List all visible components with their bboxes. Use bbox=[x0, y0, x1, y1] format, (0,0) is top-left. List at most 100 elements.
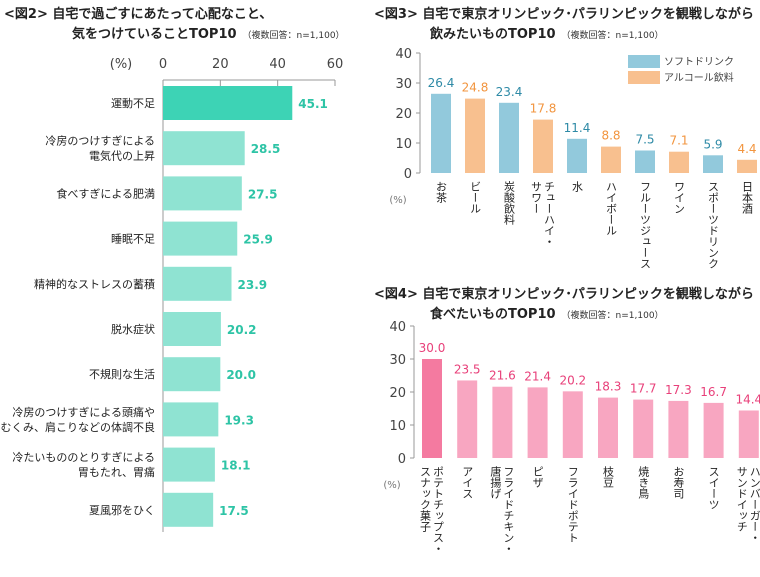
fig4-category-label-8: スイーツ bbox=[707, 466, 720, 510]
fig4-bar-6 bbox=[633, 399, 654, 458]
fig4-bar-7 bbox=[668, 400, 689, 458]
fig3-category-label-2: 炭酸飲料 bbox=[503, 181, 516, 226]
category-label-7: むくみ、肩こりなどの体調不良 bbox=[1, 420, 155, 434]
fig3-y-tick-label: 40 bbox=[395, 47, 412, 62]
fig3-value-label-6: 7.5 bbox=[635, 133, 654, 147]
legend-swatch-1 bbox=[628, 71, 660, 84]
fig4-bar-5 bbox=[598, 397, 618, 458]
fig3-category-label-0: お茶 bbox=[435, 181, 448, 203]
fig4-value-label-7: 17.3 bbox=[665, 383, 692, 397]
legend-swatch-0 bbox=[628, 55, 660, 68]
bar-4 bbox=[163, 266, 232, 301]
bar-8 bbox=[163, 447, 215, 482]
fig4-value-label-9: 14.4 bbox=[735, 392, 760, 406]
x-tick-label: 60 bbox=[327, 57, 344, 72]
x-tick-label: 0 bbox=[159, 57, 167, 72]
fig3-category-label-4: 水 bbox=[571, 181, 584, 192]
fig4-category-label-4: フライドポテト bbox=[566, 466, 579, 543]
fig3-bar-1 bbox=[465, 98, 485, 173]
fig3-y-tick-label: 0 bbox=[404, 167, 412, 182]
value-label-2: 27.5 bbox=[248, 187, 278, 201]
fig3-category-label-3: チューハイ・ bbox=[543, 181, 556, 247]
category-label-8: 胃もたれ、胃痛 bbox=[78, 465, 155, 479]
value-label-5: 20.2 bbox=[227, 323, 257, 337]
fig4-value-label-8: 16.7 bbox=[700, 385, 727, 399]
fig4-value-label-6: 17.7 bbox=[630, 382, 657, 396]
category-label-8: 冷たいもののとりすぎによる bbox=[12, 450, 155, 464]
fig3-y-tick-label: 20 bbox=[395, 107, 412, 122]
bar-2 bbox=[163, 176, 242, 211]
category-label-5: 脱水症状 bbox=[111, 322, 155, 336]
fig3-bar-4 bbox=[567, 138, 587, 173]
fig3-bar-5 bbox=[601, 146, 621, 173]
fig2-title: <図2> 自宅で過ごすにあたって心配なこと、 bbox=[4, 6, 272, 22]
bar-6 bbox=[163, 357, 221, 392]
fig4-y-axis-unit: (%) bbox=[383, 480, 400, 491]
fig3-value-label-7: 7.1 bbox=[669, 134, 688, 148]
fig3-value-label-8: 5.9 bbox=[703, 137, 722, 151]
category-label-6: 不規則な生活 bbox=[89, 367, 155, 381]
value-label-0: 45.1 bbox=[298, 97, 328, 111]
fig3-category-label-3: サワー bbox=[530, 181, 543, 214]
fig4-y-tick-label: 40 bbox=[389, 320, 406, 335]
category-label-2: 食べすぎによる肥満 bbox=[56, 186, 155, 200]
value-label-8: 18.1 bbox=[221, 459, 251, 473]
fig3-value-label-5: 8.8 bbox=[601, 129, 620, 143]
fig3-category-label-1: ビール bbox=[469, 181, 482, 214]
fig4-y-tick-label: 10 bbox=[389, 419, 406, 434]
fig4-title: <図4> 自宅で東京オリンピック･パラリンピックを観戦しながら bbox=[374, 286, 754, 302]
value-label-6: 20.0 bbox=[226, 368, 256, 382]
fig4-category-label-2: 唐揚げ bbox=[489, 465, 502, 499]
fig4-bar-9 bbox=[738, 410, 759, 458]
x-tick-label: 20 bbox=[212, 57, 229, 72]
fig4-bar-1 bbox=[457, 380, 478, 458]
category-label-3: 睡眠不足 bbox=[111, 233, 155, 246]
value-label-3: 25.9 bbox=[243, 233, 273, 247]
fig4-value-label-5: 18.3 bbox=[595, 380, 622, 394]
legend-label-0: ソフトドリンク bbox=[664, 56, 734, 68]
fig2-subtitle: （複数回答：n=1,100） bbox=[243, 29, 345, 41]
category-label-1: 冷房のつけすぎによる bbox=[45, 134, 155, 148]
fig4-y-tick-label: 20 bbox=[389, 386, 406, 401]
bar-5 bbox=[163, 312, 221, 346]
fig4-y-tick-label: 0 bbox=[398, 452, 406, 467]
category-label-1: 電気代の上昇 bbox=[89, 149, 155, 163]
fig3-bar-2 bbox=[499, 102, 519, 173]
fig3-category-label-7: ワイン bbox=[673, 181, 686, 214]
category-label-9: 夏風邪をひく bbox=[89, 504, 155, 517]
fig3-y-tick-label: 10 bbox=[395, 137, 412, 152]
value-label-7: 19.3 bbox=[224, 413, 254, 427]
fig3-value-label-0: 26.4 bbox=[428, 76, 455, 90]
fig4-value-label-1: 23.5 bbox=[454, 362, 481, 376]
fig4-bar-4 bbox=[562, 391, 583, 458]
fig4-category-label-0: ポテトチップス・ bbox=[432, 466, 445, 554]
fig4-bar-0 bbox=[422, 359, 442, 458]
fig4-value-label-4: 20.2 bbox=[559, 373, 586, 387]
x-axis-unit: (%) bbox=[110, 57, 133, 72]
fig3-bar-3 bbox=[533, 119, 553, 173]
fig3-title: <図3> 自宅で東京オリンピック･パラリンピックを観戦しながら bbox=[374, 6, 754, 22]
fig3-bar-0 bbox=[431, 93, 451, 173]
fig3-value-label-4: 11.4 bbox=[564, 121, 591, 135]
fig3-bar-8 bbox=[703, 155, 723, 173]
bar-0 bbox=[163, 86, 293, 120]
legend-label-1: アルコール飲料 bbox=[664, 71, 734, 84]
fig3-category-label-6: フルーツジュース bbox=[639, 181, 652, 269]
fig3-y-axis-unit: (%) bbox=[389, 195, 406, 206]
category-label-4: 精神的なストレスの蓄積 bbox=[34, 277, 155, 291]
fig3-title-line2: 飲みたいものTOP10 bbox=[429, 26, 556, 42]
fig4-title-line2: 食べたいものTOP10 bbox=[430, 306, 556, 322]
fig4-category-label-0: スナック菓子 bbox=[419, 466, 432, 532]
fig4-category-label-6: 焼き鳥 bbox=[637, 466, 650, 500]
fig3-category-label-8: スポーツドリンク bbox=[707, 181, 720, 269]
fig3-category-label-5: ハイボール bbox=[605, 181, 618, 236]
bar-1 bbox=[163, 131, 245, 166]
fig4-category-label-7: お寿司 bbox=[672, 466, 685, 499]
fig4-y-tick-label: 30 bbox=[389, 353, 406, 368]
fig4-category-label-1: アイス bbox=[461, 466, 474, 499]
fig4-value-label-0: 30.0 bbox=[419, 341, 446, 355]
fig3-bar-9 bbox=[737, 159, 757, 173]
fig4-bar-3 bbox=[527, 387, 548, 458]
fig4-category-label-3: ピザ bbox=[531, 466, 544, 488]
